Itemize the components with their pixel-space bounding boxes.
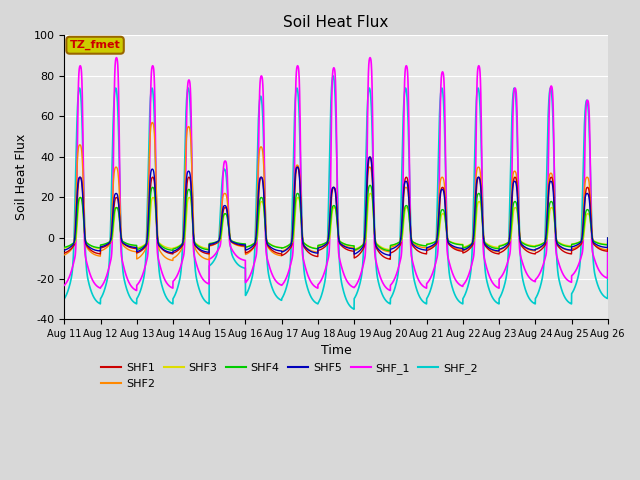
SHF_2 <box>329 73 337 79</box>
SHF_1 <box>60 282 68 288</box>
SHF2 <box>148 120 156 125</box>
SHF5 <box>458 245 466 251</box>
SHF2 <box>489 248 497 253</box>
SHF5 <box>158 245 166 251</box>
SHF2 <box>169 258 177 264</box>
SHF2 <box>316 244 324 250</box>
SHF_1 <box>604 275 611 281</box>
SHF2 <box>428 244 436 250</box>
SHF_2 <box>350 306 358 312</box>
SHF2 <box>604 235 612 241</box>
SHF3 <box>60 245 68 251</box>
SHF3 <box>367 191 374 196</box>
SHF_2 <box>489 295 497 301</box>
SHF4 <box>604 242 611 248</box>
SHF1 <box>366 154 374 160</box>
SHF5 <box>60 247 68 253</box>
SHF5 <box>366 154 374 160</box>
SHF_1 <box>604 235 612 241</box>
SHF3 <box>604 241 611 247</box>
Line: SHF5: SHF5 <box>64 157 608 255</box>
SHF5 <box>428 243 436 249</box>
SHF3 <box>158 242 166 248</box>
SHF1 <box>489 250 497 255</box>
SHF3 <box>387 247 394 252</box>
SHF4 <box>604 235 612 241</box>
SHF3 <box>604 235 612 241</box>
SHF5 <box>316 245 323 251</box>
SHF2 <box>158 251 166 257</box>
SHF1 <box>604 235 612 241</box>
SHF4 <box>428 240 436 246</box>
Line: SHF_1: SHF_1 <box>64 58 608 290</box>
SHF4 <box>489 245 497 251</box>
Line: SHF3: SHF3 <box>64 193 608 250</box>
SHF_2 <box>604 235 612 241</box>
Legend: SHF1, SHF2, SHF3, SHF4, SHF5, SHF_1, SHF_2: SHF1, SHF2, SHF3, SHF4, SHF5, SHF_1, SHF… <box>97 359 482 393</box>
Line: SHF2: SHF2 <box>64 122 608 261</box>
SHF1 <box>604 248 611 254</box>
SHF4 <box>158 243 166 249</box>
SHF_1 <box>489 280 497 286</box>
SHF_2 <box>60 296 68 301</box>
SHF2 <box>458 247 466 252</box>
SHF1 <box>158 246 166 252</box>
SHF3 <box>316 242 323 248</box>
SHF_1 <box>316 280 323 286</box>
SHF5 <box>604 245 611 251</box>
SHF1 <box>60 250 68 256</box>
SHF2 <box>60 252 68 258</box>
SHF1 <box>458 248 466 254</box>
Text: TZ_fmet: TZ_fmet <box>70 40 120 50</box>
SHF4 <box>387 248 394 253</box>
SHF2 <box>604 247 611 252</box>
SHF3 <box>489 243 497 249</box>
SHF5 <box>387 252 394 258</box>
X-axis label: Time: Time <box>321 344 351 357</box>
SHF_2 <box>316 298 323 303</box>
Y-axis label: Soil Heat Flux: Soil Heat Flux <box>15 134 28 220</box>
SHF_2 <box>604 296 611 301</box>
SHF_2 <box>158 283 166 288</box>
SHF3 <box>458 241 466 247</box>
SHF4 <box>458 242 466 248</box>
SHF3 <box>428 240 436 246</box>
SHF4 <box>60 244 68 250</box>
SHF_1 <box>158 269 166 275</box>
Line: SHF_2: SHF_2 <box>64 76 608 309</box>
SHF1 <box>316 247 323 253</box>
SHF_1 <box>366 55 374 60</box>
SHF_2 <box>428 283 436 288</box>
SHF5 <box>604 235 612 241</box>
SHF4 <box>366 182 374 188</box>
Title: Soil Heat Flux: Soil Heat Flux <box>284 15 388 30</box>
SHF_1 <box>387 288 394 293</box>
SHF1 <box>387 256 394 262</box>
Line: SHF1: SHF1 <box>64 157 608 259</box>
SHF4 <box>316 242 323 248</box>
SHF1 <box>428 245 436 251</box>
Line: SHF4: SHF4 <box>64 185 608 251</box>
SHF_1 <box>428 272 436 278</box>
SHF_2 <box>458 300 466 306</box>
SHF5 <box>489 247 497 252</box>
SHF_1 <box>458 283 466 289</box>
